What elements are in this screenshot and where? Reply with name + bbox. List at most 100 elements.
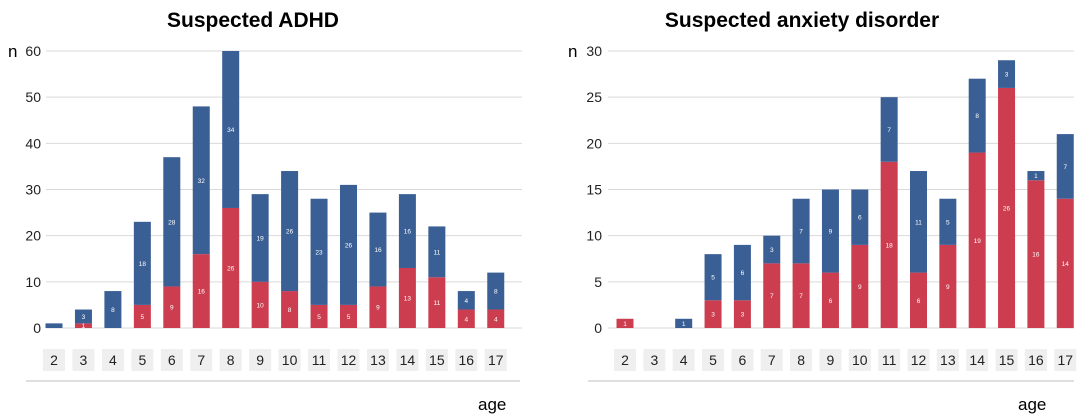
bar-data-label: 9 (170, 305, 174, 312)
bar-data-label: 10 (257, 302, 265, 309)
y-tick-label: 5 (594, 274, 602, 290)
x-tick-label: 9 (256, 352, 264, 368)
x-tick-box (614, 349, 636, 371)
bar-data-label: 3 (82, 314, 86, 321)
x-tick-box (308, 349, 331, 371)
x-tick-box (484, 349, 507, 371)
x-tick-box (101, 349, 124, 371)
bar-segment-blue (910, 171, 927, 273)
chart-title: Suspected ADHD (167, 9, 339, 32)
x-tick-label: 9 (827, 352, 835, 368)
bar-data-label: 4 (494, 316, 498, 323)
bar-data-label: 18 (886, 242, 894, 249)
bar-data-label: 23 (315, 249, 323, 256)
bar-data-label: 19 (974, 238, 982, 245)
bar-segment-red (792, 263, 810, 328)
bar-data-label: 8 (288, 307, 292, 314)
bar-segment-red (428, 277, 446, 328)
x-tick-box (848, 349, 871, 371)
bar-segment-red (939, 244, 957, 328)
bar-segment-red (968, 152, 986, 328)
bar-data-label: 8 (111, 307, 115, 314)
x-tick-box (819, 349, 842, 371)
bar-segment-blue (133, 221, 151, 305)
x-tick-box (731, 349, 754, 371)
bar-data-label: 13 (404, 295, 412, 302)
x-tick-box (278, 349, 301, 371)
bar-segment-red (398, 267, 416, 328)
x-tick-label: 16 (1028, 352, 1044, 368)
x-tick-label: 12 (911, 352, 927, 368)
x-tick-label: 8 (227, 352, 235, 368)
bar-segment-blue (457, 291, 475, 310)
bar-data-label: 5 (946, 219, 950, 226)
bar-segment-red (74, 323, 92, 328)
bar-segment-red (281, 291, 299, 328)
bar-segment-blue (851, 189, 869, 245)
x-tick-box (249, 349, 272, 371)
x-tick-box (878, 349, 901, 371)
x-tick-box (966, 349, 989, 371)
x-tick-label: 3 (650, 352, 658, 368)
bar-data-label: 7 (887, 127, 891, 134)
x-tick-label: 6 (739, 352, 747, 368)
bar-segment-blue (104, 291, 122, 328)
chart-1: Suspected ADHDn0102030405060213384518592… (8, 9, 522, 414)
bar-data-label: 1 (623, 321, 627, 328)
bar-data-label: 1 (82, 323, 86, 330)
bar-segment-red (222, 207, 240, 328)
bar-segment-blue (763, 235, 781, 264)
x-tick-label: 2 (621, 352, 629, 368)
bar-data-label: 6 (829, 298, 833, 305)
x-tick-box (1054, 349, 1077, 371)
bar-segment-blue (369, 212, 387, 287)
x-tick-label: 13 (370, 352, 386, 368)
x-tick-label: 15 (999, 352, 1015, 368)
bar-segment-red (133, 304, 151, 328)
bar-segment-red (310, 304, 328, 328)
bar-data-label: 8 (975, 113, 979, 120)
bar-data-label: 16 (404, 229, 412, 236)
bar-segment-blue (939, 198, 957, 245)
x-axis-label: age (478, 395, 506, 414)
bar-data-label: 7 (1063, 164, 1067, 171)
bar-data-label: 18 (139, 261, 147, 268)
bar-data-label: 7 (770, 293, 774, 300)
bar-segment-red (821, 272, 839, 328)
bar-segment-blue (310, 198, 328, 305)
bar-segment-blue (733, 244, 751, 301)
bar-segment-blue (821, 189, 839, 273)
bar-segment-blue (192, 106, 210, 255)
y-tick-label: 0 (594, 320, 602, 336)
y-tick-label: 10 (25, 274, 41, 290)
x-tick-box (190, 349, 213, 371)
bar-segment-blue (1056, 134, 1074, 199)
bar-data-label: 4 (464, 316, 468, 323)
bar-data-label: 6 (917, 298, 921, 305)
x-tick-label: 4 (109, 352, 117, 368)
x-tick-box (1024, 349, 1047, 371)
x-tick-label: 5 (138, 352, 146, 368)
bar-data-label: 3 (741, 312, 745, 319)
x-tick-label: 3 (80, 352, 88, 368)
bar-segment-blue (45, 323, 63, 328)
bar-data-label: 3 (770, 247, 774, 254)
bar-data-label: 7 (799, 293, 803, 300)
bar-segment-blue (428, 226, 446, 278)
x-tick-box (396, 349, 419, 371)
bar-data-label: 26 (1003, 205, 1011, 212)
bar-data-label: 1 (682, 321, 686, 328)
x-tick-label: 16 (459, 352, 475, 368)
bar-segment-red (763, 263, 781, 328)
bar-data-label: 34 (227, 127, 235, 134)
bar-segment-blue (998, 60, 1016, 88)
bar-data-label: 6 (741, 270, 745, 277)
bar-data-label: 16 (374, 247, 382, 254)
bar-segment-red (616, 318, 634, 328)
y-tick-label: 10 (586, 228, 602, 244)
bar-data-label: 26 (345, 242, 353, 249)
bar-data-label: 1 (1034, 173, 1038, 180)
bar-segment-blue (487, 272, 505, 310)
x-tick-box (760, 349, 783, 371)
bar-segment-red (1056, 198, 1074, 328)
